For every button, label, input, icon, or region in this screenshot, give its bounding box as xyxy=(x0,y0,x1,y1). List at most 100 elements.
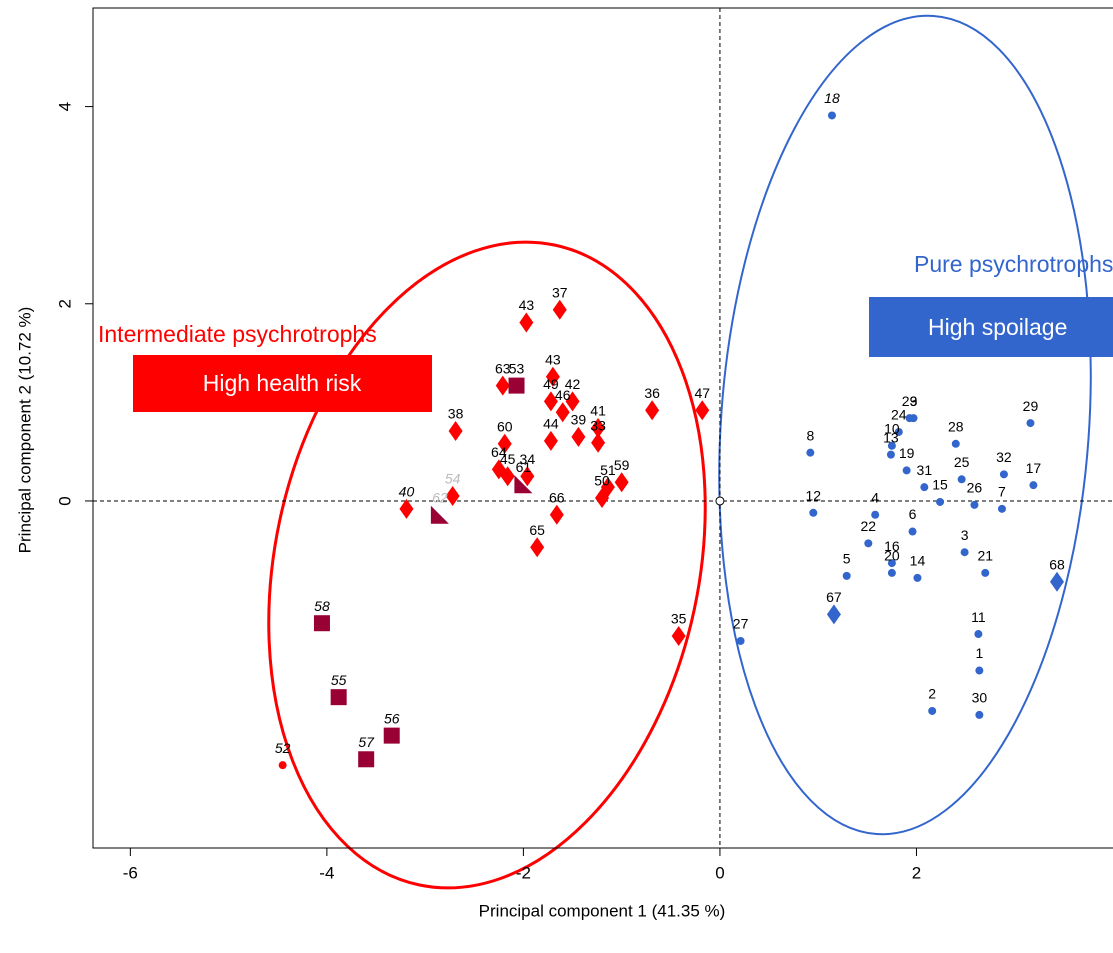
point xyxy=(928,706,937,715)
point xyxy=(908,527,917,536)
point xyxy=(951,439,960,448)
origin xyxy=(715,496,725,506)
point-label: 41 xyxy=(590,403,606,419)
point-label: 49 xyxy=(543,376,559,392)
point-label: 9 xyxy=(910,393,918,409)
point xyxy=(975,710,984,719)
point-label: 56 xyxy=(384,710,400,726)
point-label: 39 xyxy=(571,412,587,428)
point xyxy=(695,400,710,421)
point-label: 18 xyxy=(824,90,840,106)
point xyxy=(543,430,558,451)
point-label: 60 xyxy=(497,418,513,434)
point xyxy=(826,604,841,625)
point xyxy=(981,568,990,577)
point-label: 59 xyxy=(614,457,630,473)
point xyxy=(430,505,449,524)
point-label: 8 xyxy=(806,427,814,443)
point-label: 66 xyxy=(549,489,565,505)
point xyxy=(970,500,979,509)
annotation: Pure psychrotrophs xyxy=(914,251,1113,277)
point xyxy=(894,427,903,436)
point-label: 17 xyxy=(1026,460,1042,476)
point-label: 47 xyxy=(694,385,710,401)
y-axis-label: Principal component 2 (10.72 %) xyxy=(15,307,34,554)
point xyxy=(887,568,896,577)
blue-ellipse xyxy=(718,14,1092,836)
annotation: High health risk xyxy=(203,370,362,396)
point xyxy=(671,626,686,647)
point-label: 24 xyxy=(891,407,907,423)
y-tick-label: 4 xyxy=(55,102,74,111)
point xyxy=(595,488,610,508)
point xyxy=(614,472,629,493)
point xyxy=(957,475,966,484)
point-label: 58 xyxy=(314,598,330,614)
point-label: 10 xyxy=(884,420,900,436)
point xyxy=(960,548,969,557)
point-label: 29 xyxy=(1023,398,1039,414)
point-label: 61 xyxy=(516,459,532,475)
point xyxy=(975,666,984,675)
point xyxy=(999,470,1008,479)
point xyxy=(1029,481,1038,490)
annotation: Intermediate psychrotrophs xyxy=(98,321,377,347)
point-label: 23 xyxy=(902,393,918,409)
point xyxy=(974,630,983,639)
point-label: 32 xyxy=(996,449,1012,465)
point xyxy=(1026,419,1035,428)
point-label: 6 xyxy=(909,506,917,522)
point-label: 28 xyxy=(948,418,964,434)
point-label: 33 xyxy=(590,417,606,433)
x-tick-label: 0 xyxy=(715,863,724,882)
x-tick-label: -4 xyxy=(319,863,334,882)
point xyxy=(520,466,535,487)
y-tick-label: 0 xyxy=(55,496,74,505)
point xyxy=(500,466,515,487)
point xyxy=(555,402,570,423)
point-label: 3 xyxy=(961,527,969,543)
point-label: 21 xyxy=(977,548,993,564)
point xyxy=(445,486,460,507)
point xyxy=(495,375,510,396)
point-label: 38 xyxy=(448,406,464,422)
point-label: 4 xyxy=(871,489,879,505)
point xyxy=(887,441,896,450)
point xyxy=(530,537,545,558)
point xyxy=(565,391,580,412)
point xyxy=(514,475,533,494)
point-label: 53 xyxy=(509,360,525,376)
point-label: 19 xyxy=(899,445,915,461)
point-label: 45 xyxy=(500,451,516,467)
x-axis-label: Principal component 1 (41.35 %) xyxy=(479,901,726,920)
point-label: 22 xyxy=(861,518,877,534)
point-label: 67 xyxy=(826,589,842,605)
point-label: 16 xyxy=(884,538,900,554)
point xyxy=(936,497,945,506)
point-label: 37 xyxy=(552,284,568,300)
point-label: 7 xyxy=(998,484,1006,500)
point-label: 2 xyxy=(928,686,936,702)
point xyxy=(887,559,896,568)
x-tick-label: -6 xyxy=(123,863,138,882)
point-label: 15 xyxy=(932,477,948,493)
point-label: 35 xyxy=(671,611,687,627)
x-tick-label: 2 xyxy=(912,863,921,882)
point-label: 30 xyxy=(972,690,988,706)
point-label: 40 xyxy=(399,484,415,500)
point xyxy=(508,377,525,394)
point-label: 50 xyxy=(594,473,610,489)
point-label: 36 xyxy=(644,385,660,401)
point-label: 46 xyxy=(555,387,571,403)
point xyxy=(871,510,880,519)
point xyxy=(543,391,558,412)
point-label: 54 xyxy=(445,471,461,487)
point xyxy=(358,751,375,768)
point-label: 55 xyxy=(331,672,347,688)
point-label: 34 xyxy=(520,451,536,467)
point-label: 62 xyxy=(432,489,448,505)
point xyxy=(886,450,895,459)
point xyxy=(591,432,606,453)
point-label: 52 xyxy=(275,740,291,756)
